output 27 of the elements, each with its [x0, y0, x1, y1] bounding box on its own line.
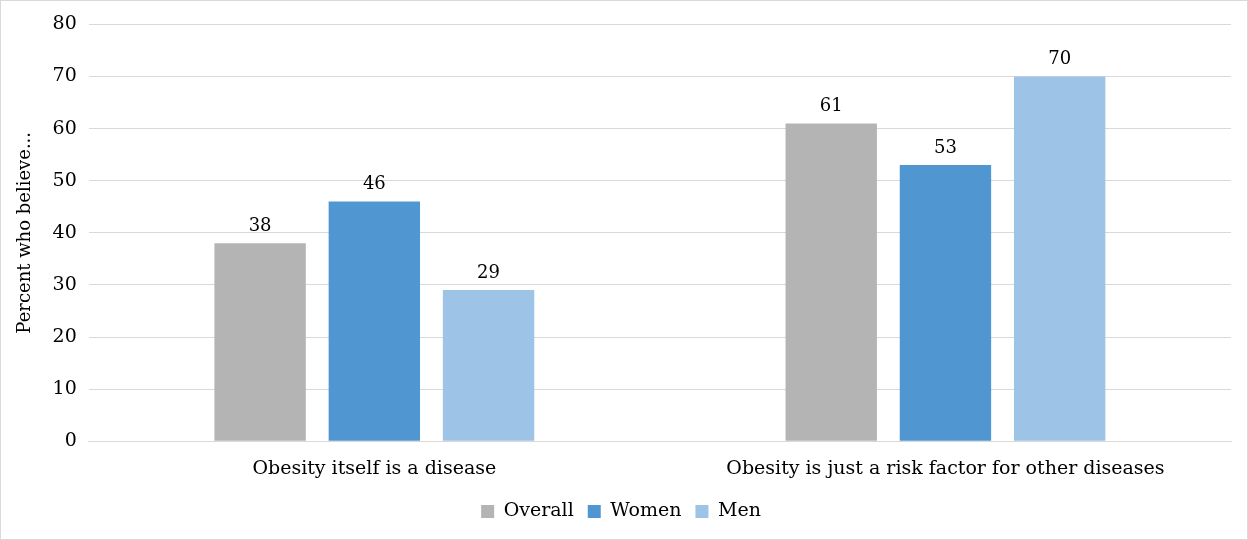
y-tick-label: 30 — [52, 271, 77, 294]
y-tick-label: 40 — [52, 219, 77, 242]
data-label: 38 — [248, 213, 272, 235]
y-tick-label: 50 — [52, 167, 77, 190]
bar — [214, 243, 306, 441]
bar — [328, 201, 421, 441]
bar — [1013, 76, 1106, 441]
y-axis-title: Percent who believe... — [13, 131, 35, 334]
data-label: 46 — [362, 172, 386, 194]
bar — [785, 123, 877, 441]
y-tick-label: 80 — [52, 11, 77, 34]
y-tick-label: 20 — [52, 323, 77, 346]
y-tick-label: 70 — [52, 63, 77, 86]
bar — [899, 165, 992, 441]
y-tick-label: 10 — [52, 376, 77, 399]
x-tick-label: Obesity is just a risk factor for other diseases — [726, 455, 1165, 478]
legend-label: Women — [610, 498, 682, 521]
x-tick-label: Obesity itself is a disease — [252, 455, 497, 478]
legend-label: Overall — [503, 498, 574, 521]
y-tick-label: 60 — [52, 115, 77, 138]
data-label: 29 — [477, 260, 501, 282]
legend-label: Men — [717, 498, 761, 521]
bar — [442, 290, 535, 441]
data-label: 70 — [1048, 47, 1072, 69]
data-label: 53 — [933, 135, 957, 157]
data-label: 61 — [819, 94, 843, 116]
y-tick-label: 0 — [64, 428, 77, 451]
